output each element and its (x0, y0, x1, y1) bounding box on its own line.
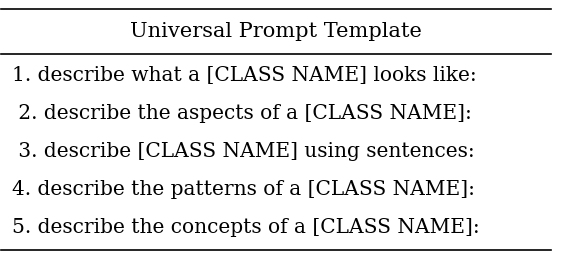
Text: 2. describe the aspects of a [CLASS NAME]:: 2. describe the aspects of a [CLASS NAME… (12, 104, 472, 123)
Text: 4. describe the patterns of a [CLASS NAME]:: 4. describe the patterns of a [CLASS NAM… (12, 180, 476, 199)
Text: 3. describe [CLASS NAME] using sentences:: 3. describe [CLASS NAME] using sentences… (12, 142, 475, 161)
Text: 1. describe what a [CLASS NAME] looks like:: 1. describe what a [CLASS NAME] looks li… (12, 66, 477, 85)
Text: 5. describe the concepts of a [CLASS NAME]:: 5. describe the concepts of a [CLASS NAM… (12, 218, 480, 237)
Text: Universal Prompt Template: Universal Prompt Template (130, 22, 422, 41)
